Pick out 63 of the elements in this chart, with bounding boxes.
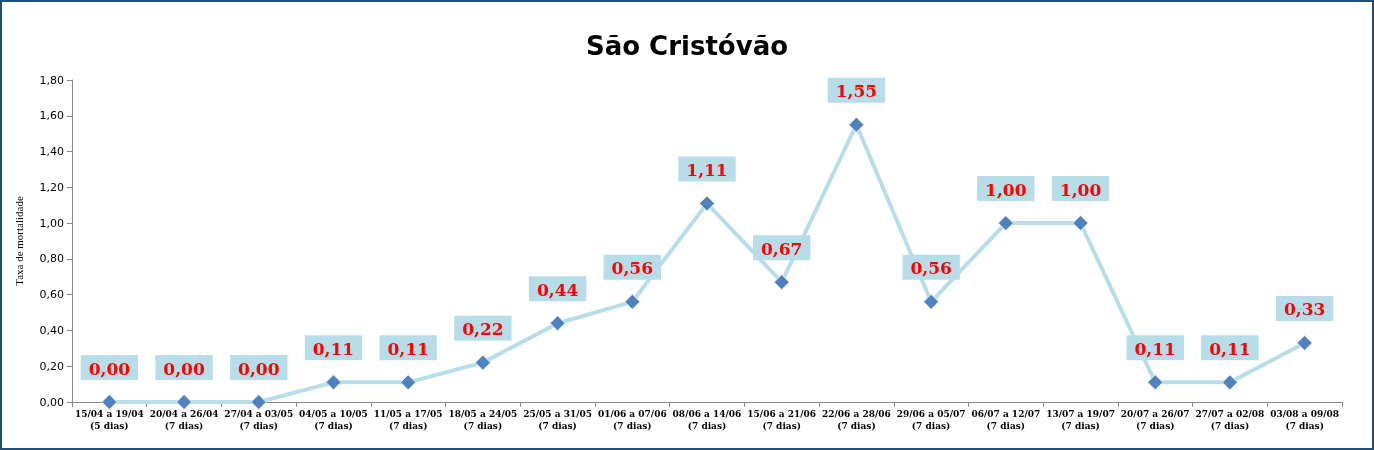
point	[923, 293, 940, 310]
point	[997, 215, 1014, 232]
y-tick-label: 1,20	[39, 180, 64, 194]
data-label: 0,22	[462, 319, 504, 340]
point	[773, 274, 790, 291]
data-label: 1,55	[835, 81, 878, 102]
chart-title: São Cristóvão	[585, 31, 789, 61]
data-label: 0,56	[611, 258, 653, 279]
data-label: 0,00	[88, 358, 131, 379]
data-label: 1,11	[686, 159, 728, 180]
data-label: 0,56	[910, 258, 952, 279]
point	[101, 394, 118, 410]
data-label: 0,11	[387, 338, 429, 359]
point	[176, 394, 193, 410]
y-tick-label: 0,60	[39, 288, 64, 302]
y-tick-label: 0,80	[39, 252, 64, 266]
x-tick-label: 27/07 a 02/08 (7 dias)	[1195, 409, 1265, 431]
x-tick-label: 13/07 a 19/07 (7 dias)	[1046, 409, 1115, 431]
data-label: 0,11	[1134, 338, 1176, 359]
point	[1147, 374, 1164, 391]
y-tick-label: 1,40	[39, 145, 64, 159]
data-label: 0,67	[761, 238, 803, 259]
y-tick-label: 0,20	[39, 359, 64, 373]
x-tick-label: 20/07 a 26/07 (7 dias)	[1120, 409, 1190, 431]
data-label: 0,44	[536, 279, 579, 300]
point	[1072, 215, 1089, 232]
x-tick-label: 04/05 a 10/05 (7 dias)	[299, 409, 368, 431]
x-tick-label: 20/04 a 26/04 (7 dias)	[149, 409, 219, 431]
x-tick-label: 11/05 a 17/05 (7 dias)	[373, 409, 443, 431]
data-label: 0,33	[1283, 299, 1326, 320]
x-tick-label: 15/06 a 21/06 (7 dias)	[747, 409, 817, 431]
x-tick-label: 25/05 a 31/05 (7 dias)	[523, 409, 592, 431]
point	[1221, 374, 1238, 391]
point	[549, 315, 566, 332]
x-tick-label: 29/06 a 05/07 (7 dias)	[896, 409, 966, 431]
y-tick-label: 1,60	[39, 109, 64, 123]
y-tick-label: 0,00	[39, 395, 64, 409]
data-label: 0,00	[163, 358, 205, 379]
x-tick-label: 15/04 a 19/04 (5 dias)	[74, 409, 144, 431]
x-tick-label: 22/06 a 28/06 (7 dias)	[822, 409, 891, 431]
data-label: 0,11	[1209, 338, 1251, 359]
x-tick-label: 18/05 a 24/05 (7 dias)	[448, 409, 518, 431]
y-axis-title: Taxa de mortalidade	[12, 196, 25, 286]
point	[699, 195, 715, 212]
point	[474, 354, 491, 371]
data-label: 0,11	[312, 338, 355, 359]
point	[400, 374, 417, 391]
point	[848, 116, 865, 133]
y-tick-label: 1,80	[39, 73, 64, 87]
x-tick-label: 27/04 a 03/05 (7 dias)	[224, 409, 294, 431]
point	[624, 293, 641, 310]
data-label: 1,00	[1059, 179, 1102, 200]
point	[1296, 334, 1313, 351]
point	[325, 374, 342, 391]
x-tick-label: 03/08 a 09/08 (7 dias)	[1270, 409, 1340, 431]
point	[250, 394, 267, 410]
data-label: 1,00	[985, 179, 1027, 200]
x-tick-label: 08/06 a 14/06 (7 dias)	[672, 409, 742, 431]
x-tick-label: 06/07 a 12/07 (7 dias)	[971, 409, 1041, 431]
x-tick-label: 01/06 a 07/06 (7 dias)	[597, 409, 667, 431]
y-tick-label: 1,00	[39, 216, 64, 230]
data-label: 0,00	[238, 358, 280, 379]
y-tick-label: 0,40	[39, 323, 64, 337]
